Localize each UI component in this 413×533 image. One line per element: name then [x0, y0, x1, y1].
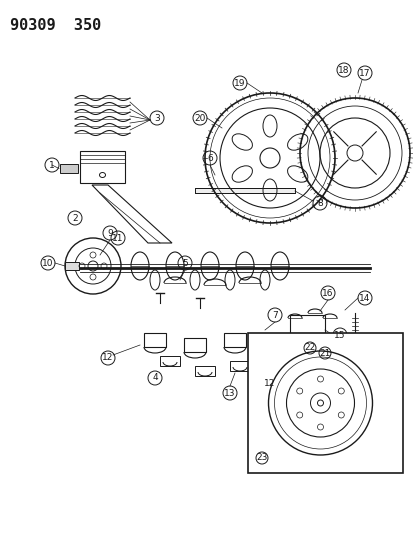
- Text: 3: 3: [154, 114, 159, 123]
- Bar: [159, 356, 180, 366]
- Text: 21: 21: [318, 349, 330, 358]
- Text: 13: 13: [224, 389, 235, 398]
- Text: 18: 18: [337, 66, 349, 75]
- Text: 6: 6: [206, 154, 212, 163]
- Bar: [223, 333, 245, 347]
- Text: 20: 20: [194, 114, 205, 123]
- Text: 23: 23: [256, 454, 267, 463]
- Bar: [195, 188, 294, 193]
- Bar: [183, 338, 206, 352]
- Text: 4: 4: [152, 374, 157, 383]
- Text: 1: 1: [49, 160, 55, 169]
- Bar: [289, 315, 324, 333]
- Bar: [80, 151, 125, 183]
- Text: 8: 8: [316, 198, 322, 207]
- Text: 5: 5: [182, 259, 188, 268]
- Bar: [65, 262, 79, 270]
- Text: 9: 9: [107, 229, 113, 238]
- Text: 14: 14: [358, 294, 370, 303]
- Bar: [230, 361, 249, 371]
- Text: 19: 19: [234, 78, 245, 87]
- Bar: [259, 338, 280, 352]
- Text: 17: 17: [358, 69, 370, 77]
- Text: 7: 7: [271, 311, 277, 319]
- Text: 15: 15: [333, 330, 345, 340]
- Text: 11: 11: [112, 233, 123, 243]
- Bar: [60, 164, 78, 173]
- Bar: [247, 333, 402, 473]
- Text: 90309  350: 90309 350: [10, 18, 101, 33]
- Text: 12: 12: [263, 378, 275, 387]
- Text: 16: 16: [321, 288, 333, 297]
- Text: 10: 10: [42, 259, 54, 268]
- Text: 12: 12: [102, 353, 114, 362]
- Bar: [195, 366, 214, 376]
- Bar: [144, 333, 166, 347]
- Text: 2: 2: [72, 214, 78, 222]
- Text: 22: 22: [304, 343, 315, 352]
